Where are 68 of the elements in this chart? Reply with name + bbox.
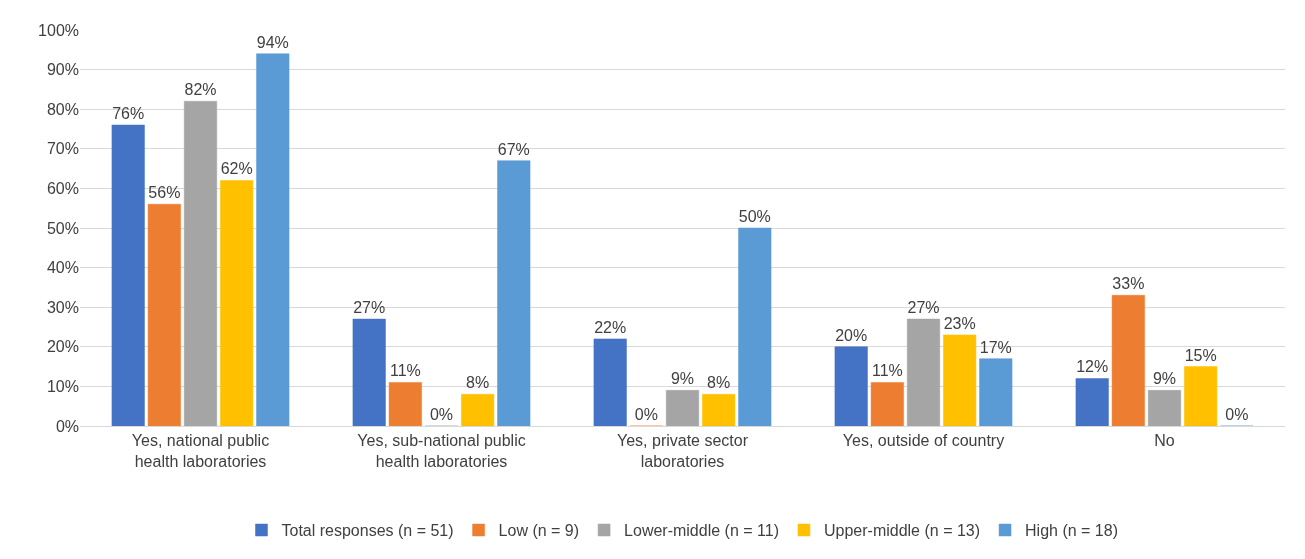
x-tick-label: Yes, outside of country — [842, 432, 1005, 450]
bar — [943, 334, 977, 426]
bar — [738, 227, 772, 426]
data-label: 67% — [497, 140, 530, 158]
bar — [220, 180, 254, 426]
data-label: 15% — [1184, 346, 1217, 364]
data-label: 9% — [670, 370, 695, 388]
data-label: 50% — [738, 208, 771, 225]
data-label: 27% — [353, 299, 386, 317]
y-tick-label: 20% — [46, 338, 79, 356]
x-tick-label: No — [1154, 432, 1175, 450]
bar — [461, 394, 495, 426]
data-label: 11% — [871, 362, 903, 380]
x-tick-label: Yes, private sector laboratories — [616, 432, 749, 470]
bar — [870, 382, 904, 426]
bar — [497, 160, 531, 426]
data-label: 0% — [429, 406, 454, 423]
data-label: 56% — [148, 184, 181, 202]
data-label: 76% — [112, 105, 145, 123]
bar — [1075, 378, 1109, 426]
bar — [702, 394, 736, 426]
y-tick-label: 70% — [46, 140, 79, 158]
y-tick-label: 50% — [46, 219, 79, 237]
data-label: 22% — [594, 318, 627, 336]
bar — [352, 318, 386, 426]
y-tick-label: 60% — [46, 180, 79, 197]
bar — [1147, 390, 1182, 426]
x-tick-label: Yes, sub-national public health laboratories — [357, 432, 526, 470]
y-tick-label: 0% — [55, 417, 79, 435]
data-label: 0% — [634, 406, 658, 423]
legend-label: Low (n = 9) — [498, 522, 580, 540]
bar — [388, 382, 422, 426]
legend-label: Upper-middle (n = 13) — [823, 522, 981, 540]
x-tick-label: Yes, national public health laboratories — [131, 432, 270, 470]
bar — [834, 346, 868, 426]
legend-label: Total responses (n = 51) — [281, 522, 454, 540]
y-tick-label: 100% — [38, 21, 79, 39]
data-label: 12% — [1076, 358, 1109, 376]
data-label: 27% — [907, 299, 940, 317]
data-label: 33% — [1112, 275, 1145, 293]
bar — [147, 203, 181, 426]
data-label: 0% — [1225, 406, 1249, 423]
bar — [111, 124, 145, 426]
bar — [1184, 366, 1218, 426]
data-label: 23% — [943, 314, 976, 332]
data-label: 20% — [835, 326, 868, 344]
y-tick-label: 90% — [46, 61, 79, 79]
bar — [1111, 295, 1145, 426]
y-tick-label: 10% — [46, 378, 79, 395]
bar — [665, 390, 700, 426]
data-label: 62% — [220, 160, 253, 178]
bar — [593, 338, 627, 426]
y-tick-label: 80% — [46, 100, 79, 118]
bar — [256, 53, 290, 426]
legend-label: High (n = 18) — [1025, 522, 1118, 540]
bar — [979, 358, 1013, 426]
data-label: 8% — [707, 374, 731, 392]
data-label: 82% — [184, 81, 217, 99]
bar — [906, 318, 941, 426]
y-tick-label: 30% — [46, 298, 79, 316]
legend-label: Lower-middle (n = 11) — [624, 522, 779, 540]
data-label: 17% — [979, 338, 1012, 356]
data-label: 8% — [466, 374, 490, 392]
data-label: 11% — [389, 362, 421, 380]
y-tick-label: 40% — [46, 259, 79, 277]
bar — [183, 101, 218, 426]
data-label: 9% — [1152, 370, 1177, 388]
data-label: 94% — [256, 33, 289, 51]
